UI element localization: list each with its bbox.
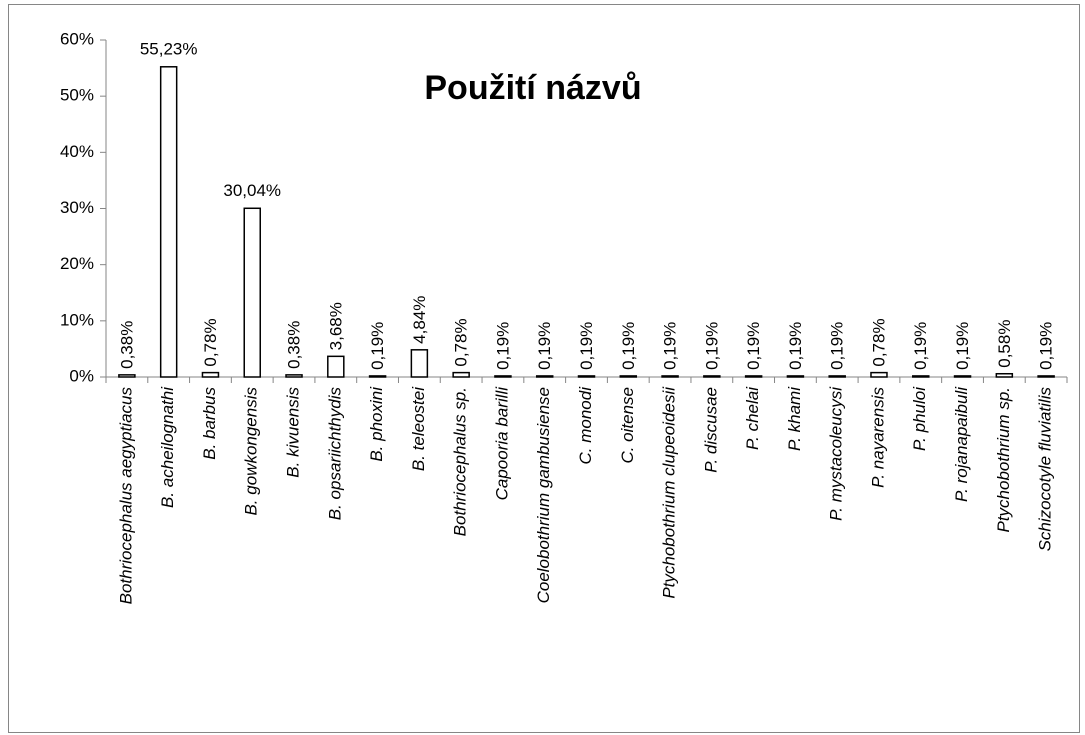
bar	[494, 375, 512, 378]
y-tick-label: 20%	[60, 254, 94, 273]
y-tick-label: 10%	[60, 310, 94, 329]
x-tick-label: Bothriocephalus sp.	[451, 387, 470, 536]
bar	[703, 375, 721, 378]
value-label: 30,04%	[223, 181, 281, 200]
bar	[327, 355, 345, 378]
value-label: 3,68%	[326, 302, 345, 350]
value-label: 0,78%	[201, 318, 220, 366]
chart-border	[8, 4, 1080, 733]
y-tick-label: 30%	[60, 198, 94, 217]
bar	[368, 375, 387, 378]
x-tick-label: C. monodi	[576, 386, 595, 465]
value-label: 0,78%	[869, 318, 888, 366]
value-label: 0,38%	[285, 321, 304, 369]
x-tick-label: Ptychobothrium sp.	[994, 387, 1013, 533]
value-label: 0,19%	[619, 322, 638, 370]
value-label: 0,19%	[493, 322, 512, 370]
y-tick-label: 0%	[69, 366, 94, 385]
value-label: 0,19%	[953, 322, 972, 370]
bar	[118, 374, 136, 378]
bar	[577, 375, 596, 378]
bar	[201, 371, 220, 378]
x-tick-label: P. mystacoleucysi	[827, 386, 846, 521]
value-label: 0,78%	[452, 318, 471, 366]
bar	[535, 375, 554, 378]
value-label: 0,58%	[995, 320, 1014, 368]
value-label: 0,19%	[661, 322, 680, 370]
bar	[995, 372, 1014, 378]
y-tick-label: 40%	[60, 142, 94, 161]
x-tick-label: P. phuloi	[910, 386, 929, 451]
bar	[619, 375, 638, 378]
x-tick-label: B. acheilognathi	[158, 386, 177, 508]
bar	[285, 374, 303, 378]
value-label: 0,38%	[117, 321, 136, 369]
bar	[410, 349, 429, 378]
bar	[159, 66, 178, 378]
value-label: 0,19%	[1037, 322, 1056, 370]
x-tick-label: B. teleostei	[409, 386, 428, 471]
x-tick-label: B. barbus	[200, 387, 219, 460]
x-tick-label: P. discusae	[701, 387, 720, 473]
bar	[744, 375, 763, 378]
value-label: 0,19%	[911, 322, 930, 370]
bar	[786, 375, 805, 378]
x-tick-label: Capooria barilli	[492, 386, 511, 501]
x-tick-label: Bothriocephalus aegyptiacus	[116, 387, 135, 605]
x-tick-label: Ptychobothrium clupeoidesii	[660, 386, 679, 599]
bar	[243, 207, 261, 378]
bar	[661, 375, 679, 378]
value-label: 55,23%	[140, 39, 198, 58]
value-label: 4,84%	[410, 296, 429, 344]
x-tick-label: P. rojanapaibuli	[952, 386, 971, 502]
x-tick-label: B. gowkongensis	[242, 387, 261, 516]
x-tick-label: P. chelai	[743, 386, 762, 450]
chart-title: Použití názvů	[424, 69, 641, 107]
x-tick-label: Schizocotyle fluviatilis	[1036, 387, 1055, 552]
x-tick-label: Coelobothrium gambusiense	[534, 387, 553, 603]
value-label: 0,19%	[368, 322, 387, 370]
value-label: 0,19%	[577, 322, 596, 370]
x-tick-label: B. opsariichthydis	[325, 387, 344, 521]
x-tick-label: P. nayarensis	[868, 387, 887, 488]
value-label: 0,19%	[828, 322, 847, 370]
y-tick-label: 50%	[60, 86, 94, 105]
value-label: 0,19%	[535, 322, 554, 370]
bar	[870, 371, 888, 378]
x-tick-label: P. khami	[785, 386, 804, 451]
y-tick-label: 60%	[60, 29, 94, 48]
value-label: 0,19%	[702, 322, 721, 370]
x-tick-label: B. phoxini	[367, 386, 386, 462]
x-tick-label: C. oitense	[618, 387, 637, 464]
bar	[912, 375, 930, 378]
bar	[1037, 375, 1055, 378]
value-label: 0,19%	[786, 322, 805, 370]
bar	[953, 375, 972, 378]
x-tick-label: B. kivuensis	[284, 387, 303, 478]
bar	[452, 371, 470, 378]
value-label: 0,19%	[744, 322, 763, 370]
bar	[828, 375, 846, 378]
